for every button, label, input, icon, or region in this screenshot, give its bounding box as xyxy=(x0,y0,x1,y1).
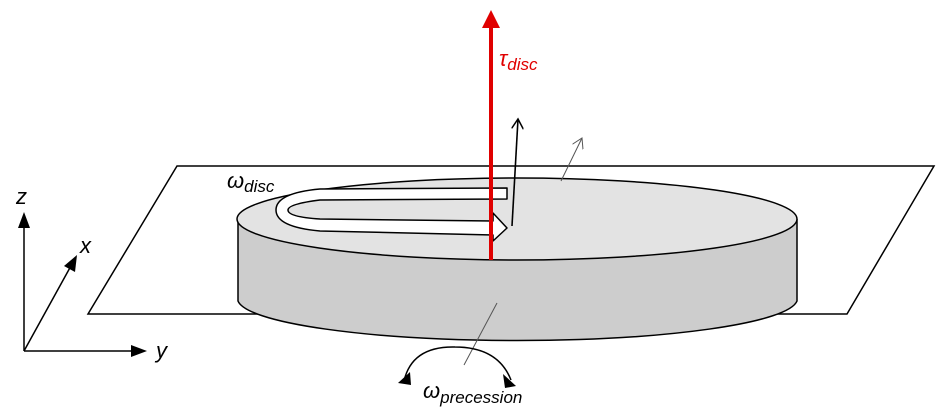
axis-x-arrowhead xyxy=(64,255,77,272)
angular-momentum-arrow xyxy=(511,119,518,227)
tau-disc-label: τdisc xyxy=(499,46,538,74)
precession-guide-line xyxy=(463,302,498,366)
axis-z-arrowhead xyxy=(18,212,30,228)
spin-arrow xyxy=(275,187,508,242)
omega-disc-label: ωdisc xyxy=(227,168,275,196)
omega-disc-subscript: disc xyxy=(244,177,275,196)
omega-precession-label: ωprecession xyxy=(423,378,522,407)
omega-precession-symbol: ω xyxy=(423,378,440,403)
torque-arrow-head xyxy=(482,10,500,28)
precession-arrow xyxy=(403,346,512,382)
omega-precession-subscript: precession xyxy=(439,388,522,407)
axis-z-label: z xyxy=(15,184,27,209)
axis-x-label: x xyxy=(79,233,92,258)
precessed-direction-arrow xyxy=(560,138,582,182)
omega-disc-symbol: ω xyxy=(227,168,244,193)
axis-y-arrowhead xyxy=(131,345,147,357)
precession-arrow-head-right xyxy=(503,374,516,388)
axis-y-label: y xyxy=(154,338,169,363)
tau-subscript: disc xyxy=(507,55,538,74)
tau-symbol: τ xyxy=(499,46,509,71)
axis-x-line xyxy=(23,263,73,352)
precession-arrow-head-left xyxy=(398,372,411,385)
